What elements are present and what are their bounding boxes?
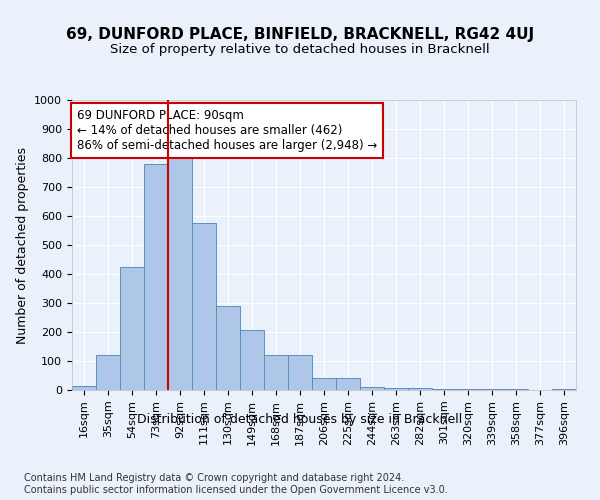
Bar xyxy=(552,388,576,390)
Bar xyxy=(288,355,312,390)
Bar xyxy=(240,330,264,390)
Bar xyxy=(336,378,360,390)
Bar xyxy=(72,386,96,390)
Text: Distribution of detached houses by size in Bracknell: Distribution of detached houses by size … xyxy=(137,412,463,426)
Bar xyxy=(96,355,120,390)
Bar xyxy=(264,355,288,390)
Bar xyxy=(432,388,456,390)
Text: Contains HM Land Registry data © Crown copyright and database right 2024.
Contai: Contains HM Land Registry data © Crown c… xyxy=(24,474,448,495)
Bar xyxy=(456,389,480,390)
Text: 69, DUNFORD PLACE, BINFIELD, BRACKNELL, RG42 4UJ: 69, DUNFORD PLACE, BINFIELD, BRACKNELL, … xyxy=(66,28,534,42)
Bar xyxy=(408,388,432,390)
Text: Size of property relative to detached houses in Bracknell: Size of property relative to detached ho… xyxy=(110,43,490,56)
Bar xyxy=(168,158,192,390)
Bar xyxy=(144,164,168,390)
Bar xyxy=(384,388,408,390)
Y-axis label: Number of detached properties: Number of detached properties xyxy=(16,146,29,344)
Bar xyxy=(360,386,384,390)
Bar xyxy=(312,378,336,390)
Bar xyxy=(120,267,144,390)
Bar xyxy=(192,224,216,390)
Bar xyxy=(216,306,240,390)
Text: 69 DUNFORD PLACE: 90sqm
← 14% of detached houses are smaller (462)
86% of semi-d: 69 DUNFORD PLACE: 90sqm ← 14% of detache… xyxy=(77,108,377,152)
Bar xyxy=(480,389,504,390)
